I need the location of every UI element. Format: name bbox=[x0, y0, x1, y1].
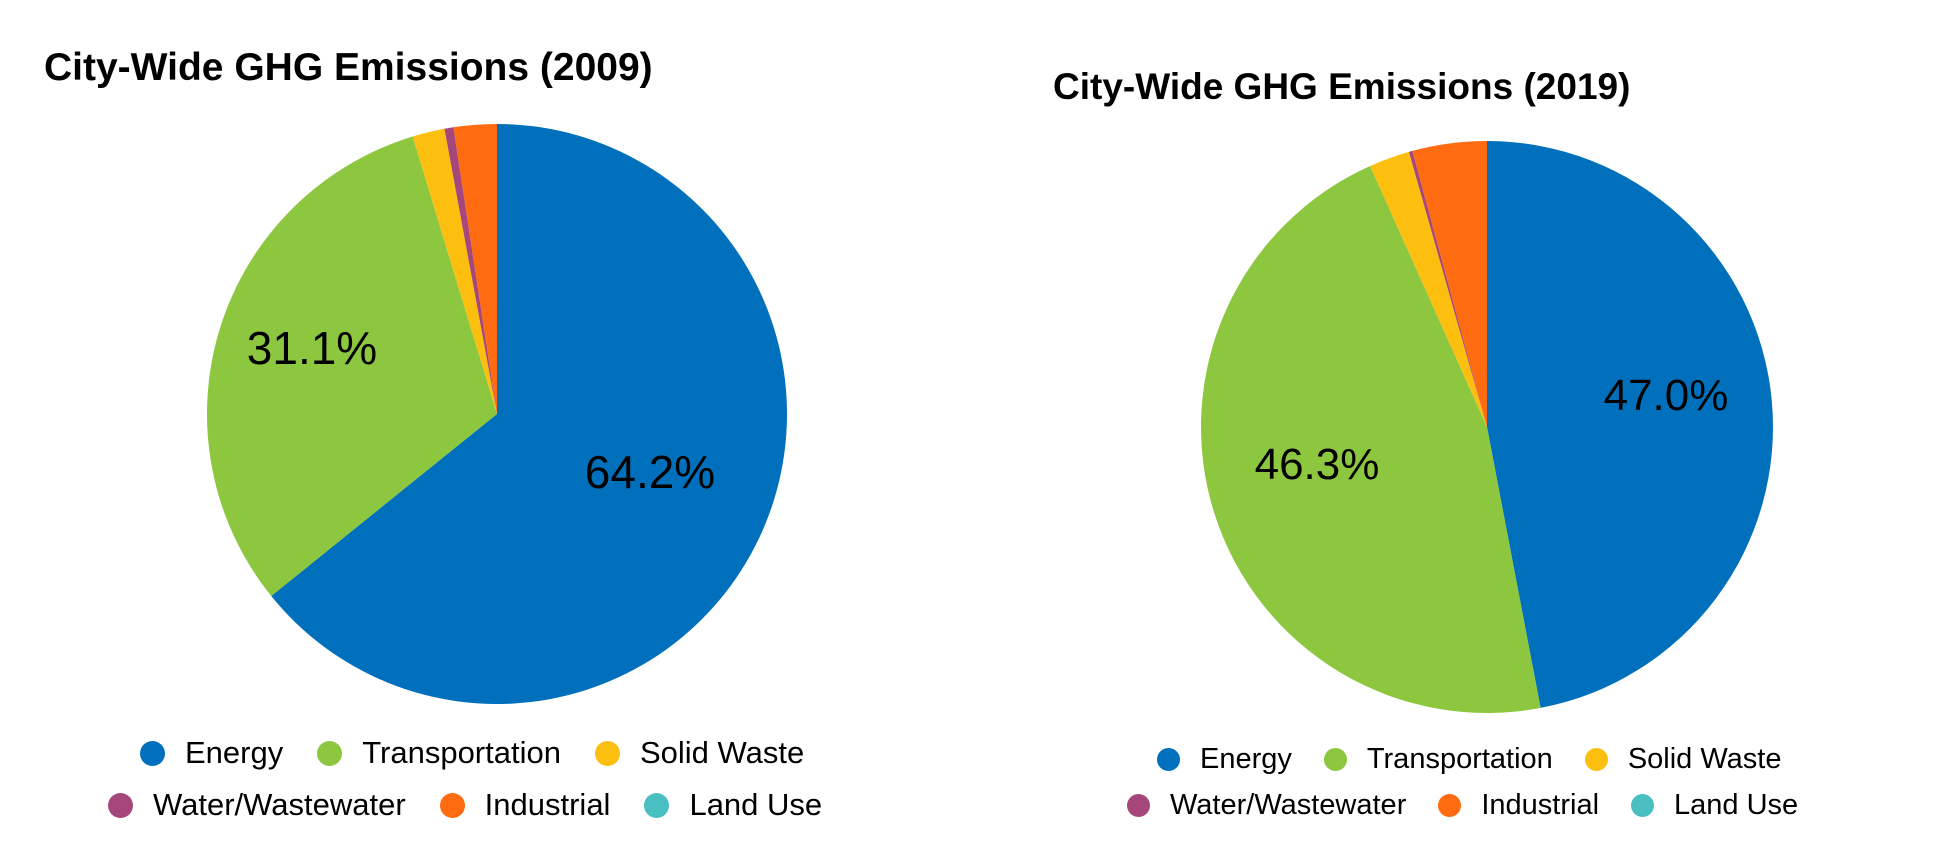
legend-label-solid-waste: Solid Waste bbox=[1627, 743, 1782, 775]
legend-marker-land-use bbox=[1631, 794, 1655, 817]
legend-marker-solid-waste bbox=[1584, 748, 1608, 771]
legend-item-solid-waste: Solid Waste bbox=[1584, 743, 1782, 776]
legend-marker-transportation bbox=[1323, 748, 1347, 771]
legend-label-land-use: Land Use bbox=[1674, 789, 1799, 821]
legend-marker-industrial bbox=[439, 792, 465, 818]
legend-label-industrial: Industrial bbox=[484, 787, 611, 822]
legend-row: Energy Transportation Solid Waste bbox=[1157, 743, 1813, 776]
legend-marker-land-use bbox=[644, 792, 670, 818]
legend-item-solid-waste: Solid Waste bbox=[594, 735, 805, 771]
pie-slice-industrial bbox=[1412, 141, 1487, 427]
pie-slice-industrial bbox=[453, 124, 497, 414]
legend-item-industrial: Industrial bbox=[1438, 789, 1599, 822]
legend-label-solid-waste: Solid Waste bbox=[639, 735, 805, 770]
data-label-transportation: 31.1% bbox=[247, 322, 377, 374]
chart-title-2019: City-Wide GHG Emissions (2019) bbox=[1053, 66, 1631, 107]
data-label-energy: 47.0% bbox=[1604, 371, 1729, 420]
data-label-transportation: 46.3% bbox=[1255, 440, 1380, 489]
legend-marker-energy bbox=[1157, 748, 1180, 771]
pie-slice-solid-waste bbox=[1370, 151, 1487, 427]
legend-label-transportation: Transportation bbox=[362, 735, 561, 770]
legend-marker-energy bbox=[140, 740, 165, 766]
legend-item-land-use: Land Use bbox=[1631, 789, 1798, 822]
data-label-energy: 64.2% bbox=[585, 446, 715, 498]
pie-slice-water-wastewater bbox=[1408, 150, 1487, 427]
legend-label-land-use: Land Use bbox=[689, 787, 823, 822]
legend-label-energy: Energy bbox=[1200, 743, 1292, 775]
legend-label-water-wastewater: Water/Wastewater bbox=[153, 787, 406, 822]
legend-label-industrial: Industrial bbox=[1481, 789, 1600, 821]
pie-slice-energy bbox=[271, 124, 787, 704]
pie-slice-transportation bbox=[1201, 165, 1541, 713]
legend-item-transportation: Transportation bbox=[1323, 743, 1553, 776]
pie-slice-transportation bbox=[207, 136, 498, 597]
legend-item-energy: Energy bbox=[1157, 743, 1292, 776]
legend-row: Water/Wastewater Industrial Land Use bbox=[108, 787, 856, 823]
legend-item-transportation: Transportation bbox=[317, 735, 561, 771]
legend-item-land-use: Land Use bbox=[644, 787, 822, 823]
legend-marker-industrial bbox=[1438, 794, 1462, 817]
legend-item-industrial: Industrial bbox=[439, 787, 611, 823]
legend-marker-water-wastewater bbox=[1127, 794, 1150, 817]
legend-marker-water-wastewater bbox=[108, 792, 133, 818]
legend-label-transportation: Transportation bbox=[1366, 743, 1553, 775]
legend-marker-solid-waste bbox=[594, 740, 620, 766]
legend-item-water-wastewater: Water/Wastewater bbox=[1127, 789, 1406, 822]
chart-title-2009: City-Wide GHG Emissions (2009) bbox=[44, 46, 653, 89]
legend-row: Water/Wastewater Industrial Land Use bbox=[1127, 789, 1830, 822]
legend-item-water-wastewater: Water/Wastewater bbox=[108, 787, 406, 823]
legend-label-energy: Energy bbox=[185, 735, 284, 770]
legend-marker-transportation bbox=[317, 740, 343, 766]
pie-slice-energy bbox=[1487, 141, 1773, 708]
pie-slice-water-wastewater bbox=[444, 127, 497, 415]
legend-item-energy: Energy bbox=[140, 735, 283, 771]
legend-row: Energy Transportation Solid Waste bbox=[140, 735, 838, 771]
legend-label-water-wastewater: Water/Wastewater bbox=[1170, 789, 1407, 821]
pie-slice-solid-waste bbox=[412, 128, 497, 414]
